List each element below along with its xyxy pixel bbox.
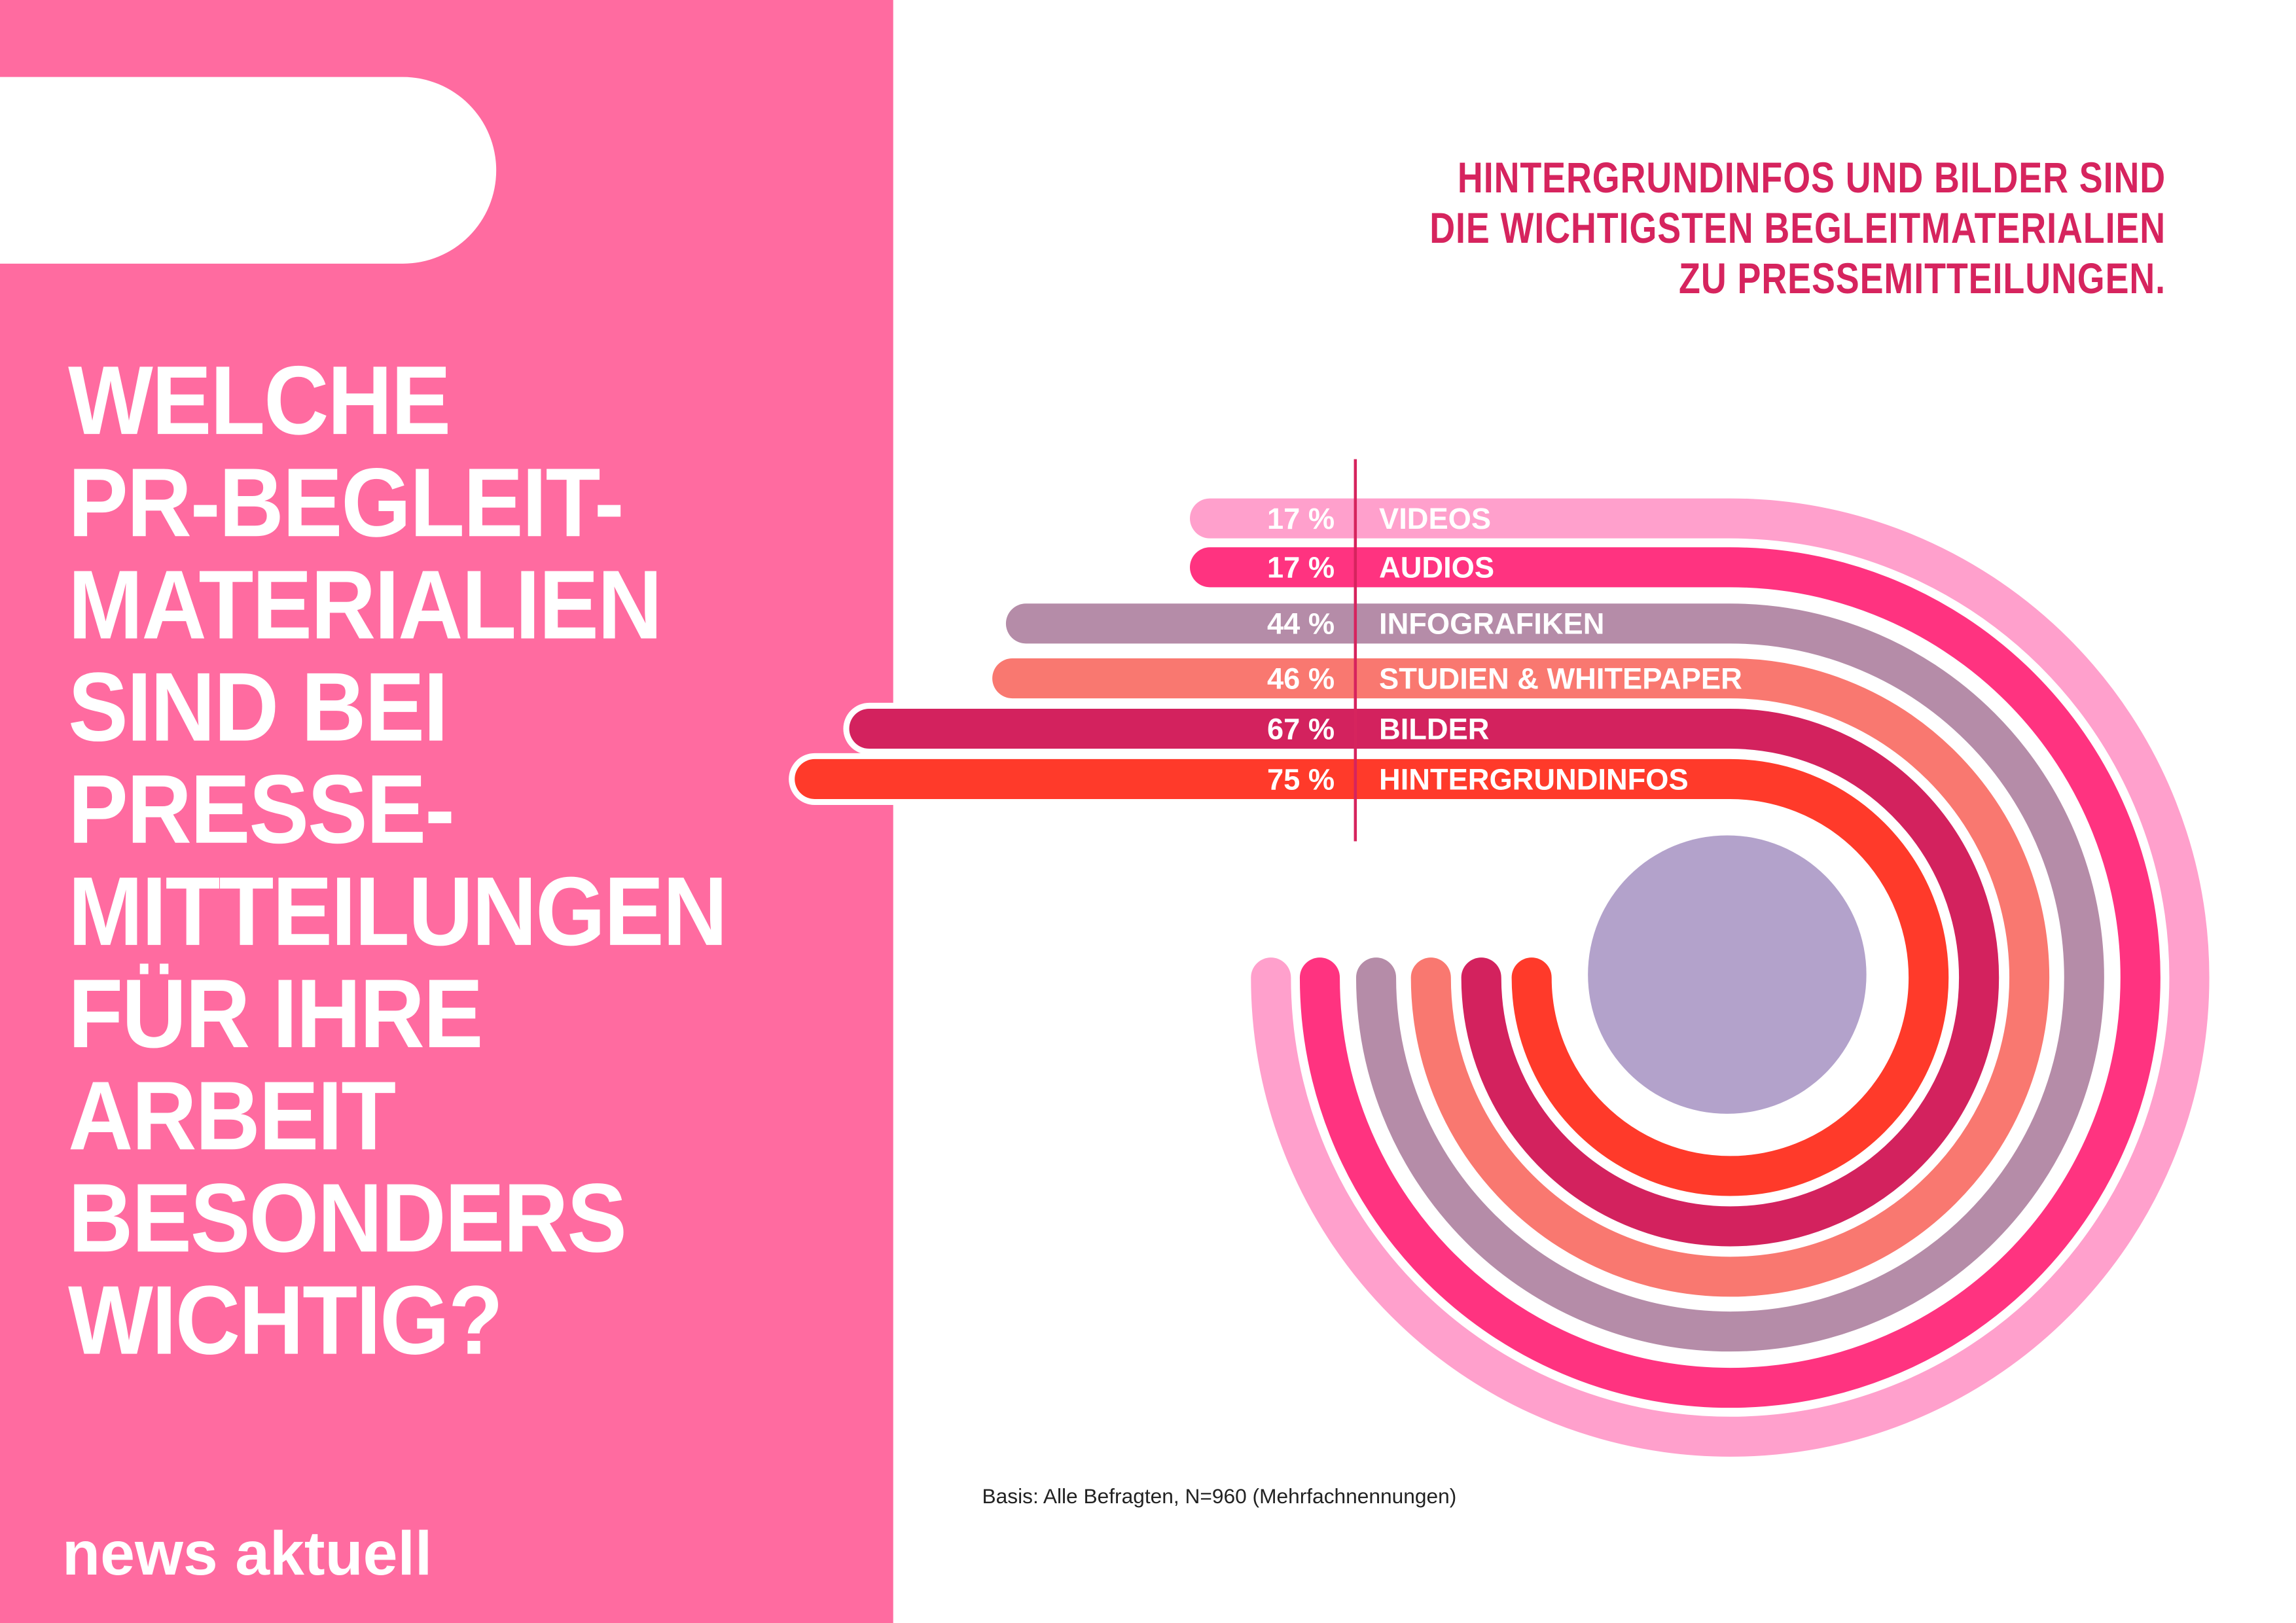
category-label: INFOGRAFIKEN [1379,607,1604,641]
title-line: FÜR IHRE [68,958,483,1068]
title-line: ARBEIT [68,1060,396,1170]
title-line: WELCHE [68,345,451,455]
value-label: 75 % [1267,762,1335,796]
bar-bilder [849,708,2000,1247]
value-label: 46 % [1267,662,1335,695]
title-line: MITTEILUNGEN [68,856,728,966]
footnote: Basis: Alle Befragten, N=960 (Mehrfachne… [982,1484,1457,1508]
center-circle [1588,835,1867,1114]
category-label: AUDIOS [1379,551,1494,584]
value-label: 17 % [1267,502,1335,535]
title-line: BESONDERS [68,1162,627,1273]
page-title: WELCHE PR-BEGLEIT- MATERIALIEN SIND BEI PRES… [68,345,728,1375]
title-line: MATERIALIEN [68,549,662,660]
value-label: 44 % [1267,607,1335,641]
logo: news aktuell [62,1518,433,1588]
bar-hintergrundinfos [795,758,1949,1196]
value-label: 67 % [1267,712,1335,745]
headline-line: DIE WICHTIGSTEN BEGLEITMATERIALIEN [1429,205,2166,254]
bar-infografiken [1005,603,2104,1352]
title-line: WICHTIG? [68,1264,503,1375]
bar-audios [1190,547,2161,1408]
decorative-tab [0,77,497,264]
title-line: PR-BEGLEIT- [68,447,624,557]
bar-videos [1190,498,2210,1457]
category-label: HINTERGRUNDINFOS [1379,762,1689,796]
value-label: 17 % [1267,551,1335,584]
category-label: BILDER [1379,712,1489,745]
headline-line: HINTERGRUNDINFOS UND BILDER SIND [1457,155,2166,204]
category-label: VIDEOS [1379,502,1491,535]
title-line: SIND BEI [68,651,448,762]
headline-line: ZU PRESSEMITTEILUNGEN. [1678,256,2166,304]
title-line: PRESSE- [68,753,455,864]
headline: HINTERGRUNDINFOS UND BILDER SIND DIE WICH… [1429,154,2166,305]
bar-studien-whitepaper [992,658,2050,1297]
left-panel: WELCHE PR-BEGLEIT- MATERIALIEN SIND BEI PRES… [0,0,893,1623]
category-label: STUDIEN & WHITEPAPER [1379,662,1742,695]
